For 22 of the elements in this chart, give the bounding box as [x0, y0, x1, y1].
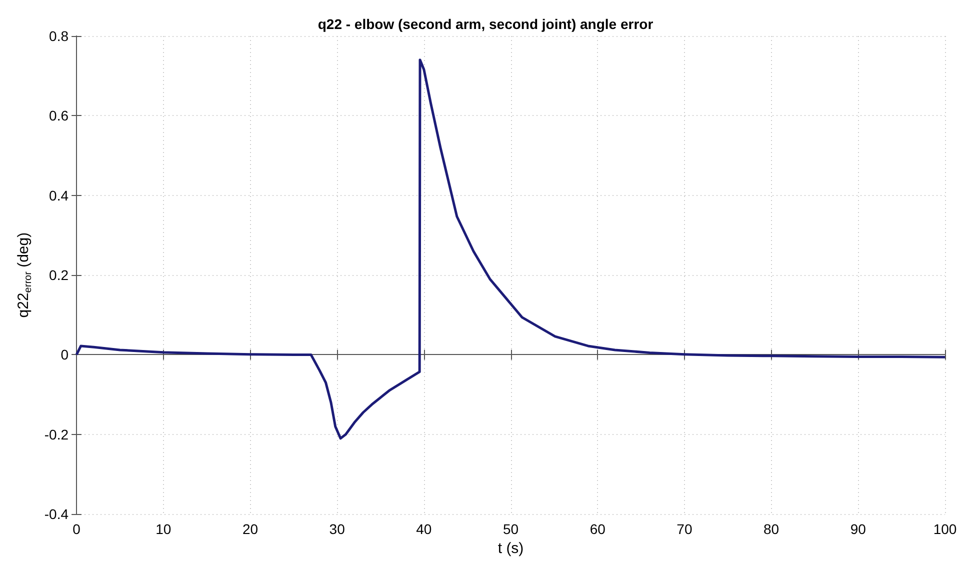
x-axis-title: t (s)	[498, 540, 524, 557]
x-tick-label: 60	[590, 521, 606, 538]
x-tick-label: 50	[502, 521, 519, 538]
x-tick-label: 100	[933, 521, 957, 538]
x-tick-label: 90	[850, 521, 866, 538]
x-tick-label: 30	[329, 521, 346, 538]
y-tick-label: 0.6	[49, 108, 69, 124]
y-tick-label: 0.4	[49, 187, 69, 204]
x-tick-label: 70	[676, 521, 692, 538]
y-tick-label: 0.2	[49, 267, 69, 284]
x-tick-label: 40	[416, 521, 432, 538]
y-axis-title: q22error (deg)	[15, 232, 34, 318]
x-tick-label: 0	[72, 521, 81, 538]
y-tick-label: 0.8	[49, 28, 69, 44]
x-tick-label: 80	[764, 521, 780, 538]
chart-title: q22 - elbow (second arm, second joint) angle error	[318, 16, 654, 32]
y-tick-label: -0.4	[44, 506, 69, 522]
x-tick-label: 20	[242, 521, 258, 538]
x-tick-label: 10	[156, 521, 172, 538]
y-tick-label: -0.2	[44, 426, 69, 442]
line-series	[75, 58, 946, 440]
y-tick-label: 0	[60, 346, 69, 363]
